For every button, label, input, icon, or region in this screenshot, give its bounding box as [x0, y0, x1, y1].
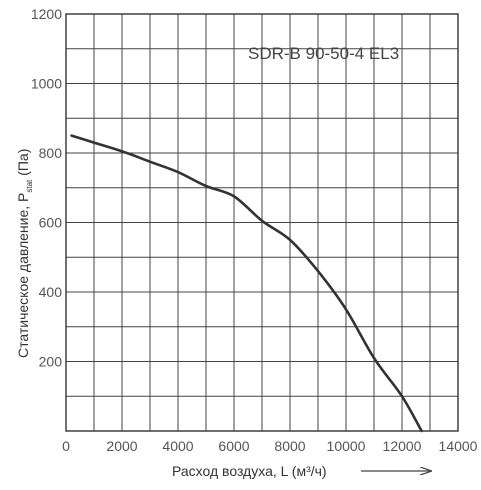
- y-tick-label: 1200: [31, 6, 62, 22]
- y-axis-label-main: Статическое давление, P: [15, 193, 31, 358]
- x-axis-label: Расход воздуха, L (м³/ч): [172, 463, 327, 479]
- x-tick-label: 10000: [327, 438, 366, 454]
- x-tick-label: 4000: [162, 438, 193, 454]
- x-tick-label: 14000: [439, 438, 478, 454]
- y-tick-label: 1000: [31, 76, 62, 92]
- performance-curve: [70, 134, 423, 433]
- x-tick-label: 12000: [383, 438, 422, 454]
- plot-frame: [65, 13, 459, 432]
- y-axis-label: Статическое давление, Pstat (Па): [15, 149, 34, 358]
- tick-labels: 0 2000 4000 6000 8000 10000 12000 14000 200 400 60…: [31, 6, 478, 454]
- x-tick-label: 6000: [218, 438, 249, 454]
- chart-title: SDR-B 90-50-4 EL3: [248, 44, 399, 63]
- y-tick-label: 200: [39, 354, 63, 370]
- y-tick-label: 400: [39, 284, 63, 300]
- y-axis-label-unit: (Па): [15, 149, 31, 180]
- x-tick-label: 8000: [274, 438, 305, 454]
- x-tick-label: 0: [62, 438, 70, 454]
- y-axis-label-subscript: stat: [25, 179, 34, 193]
- y-tick-label: 600: [39, 215, 63, 231]
- grid: [66, 14, 458, 431]
- x-tick-label: 2000: [106, 438, 137, 454]
- y-tick-label: 800: [39, 145, 63, 161]
